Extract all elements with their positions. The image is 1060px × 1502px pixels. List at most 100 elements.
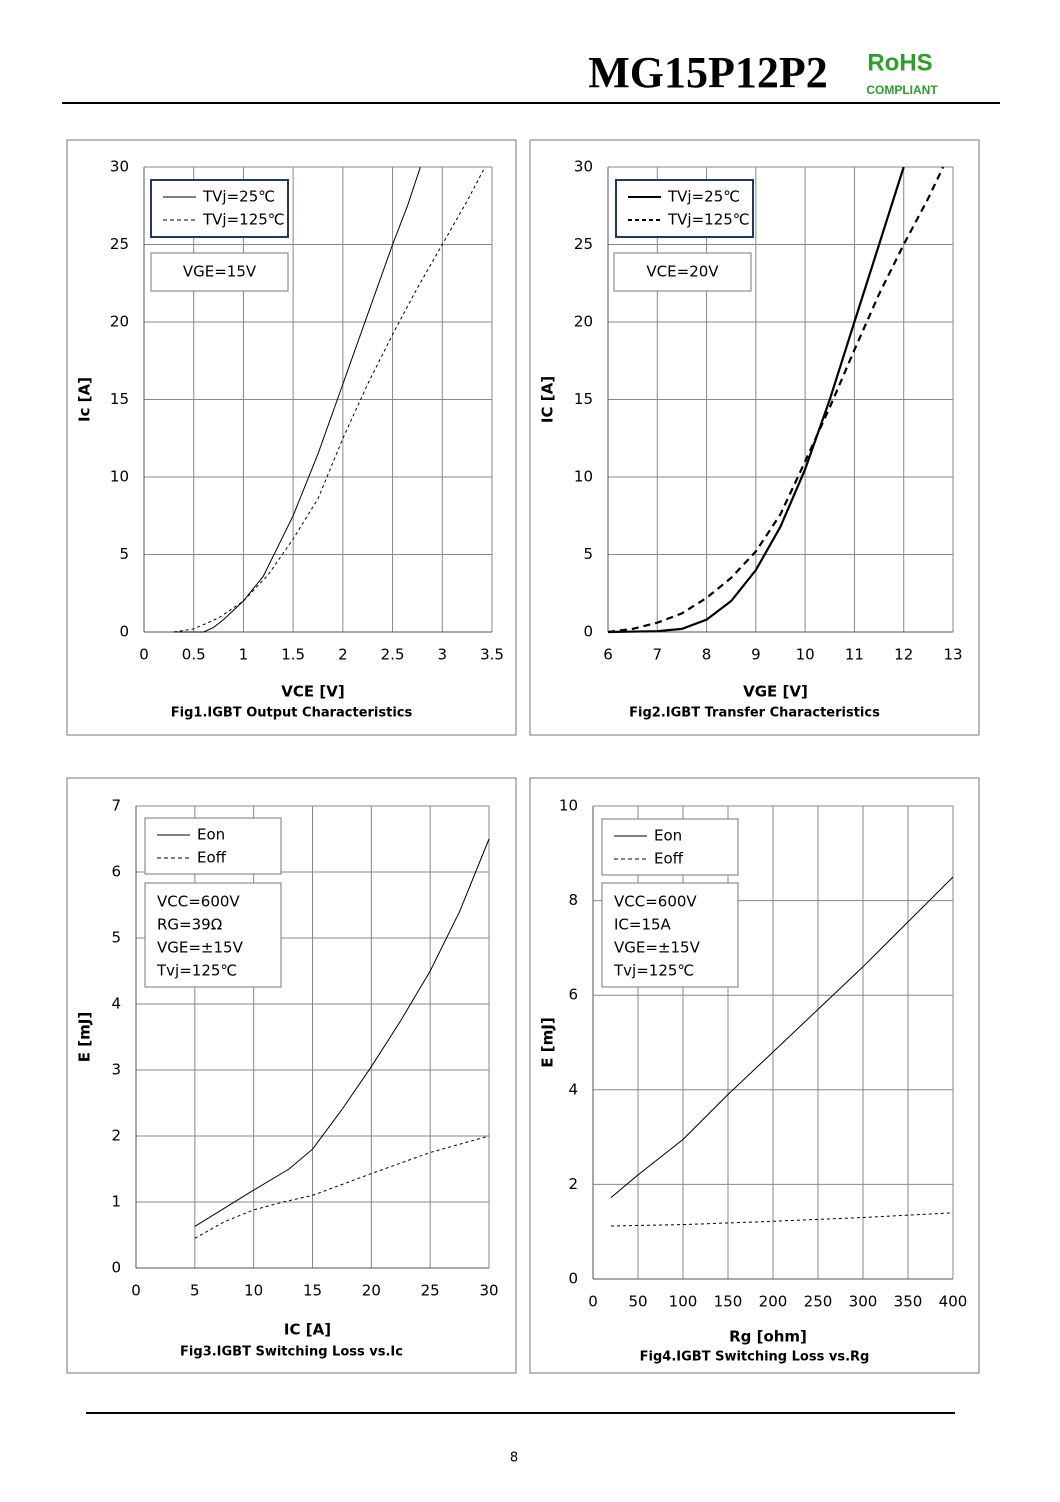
x-tick-label: 200 xyxy=(759,1293,788,1311)
y-tick-label: 5 xyxy=(119,545,129,563)
legend-label: TVj=125℃ xyxy=(202,211,285,229)
y-tick-label: 25 xyxy=(574,235,593,253)
page-number: 8 xyxy=(510,1451,518,1466)
y-tick-label: 0 xyxy=(583,623,593,641)
annotation: RG=39Ω xyxy=(157,916,222,934)
y-tick-label: 5 xyxy=(583,545,593,563)
y-tick-label: 25 xyxy=(110,235,129,253)
legend-box xyxy=(615,179,754,238)
y-tick-label: 6 xyxy=(111,863,121,881)
annotation: VCC=600V xyxy=(157,893,240,911)
x-tick-label: 13 xyxy=(943,646,962,664)
chart-caption: Fig4.IGBT Switching Loss vs.Rg xyxy=(640,1350,870,1365)
x-tick-label: 0.5 xyxy=(182,646,206,664)
y-tick-label: 0 xyxy=(568,1270,578,1288)
y-tick-label: 4 xyxy=(111,995,121,1013)
chart-caption: Fig2.IGBT Transfer Characteristics xyxy=(629,706,880,721)
x-tick-label: 10 xyxy=(796,646,815,664)
y-tick-label: 10 xyxy=(110,468,129,486)
x-tick-label: 3 xyxy=(438,646,448,664)
y-tick-label: 30 xyxy=(110,158,129,176)
y-tick-label: 10 xyxy=(559,797,578,815)
x-tick-label: 300 xyxy=(849,1293,878,1311)
annotation: VCC=600V xyxy=(614,893,697,911)
x-tick-label: 2.5 xyxy=(381,646,405,664)
x-tick-label: 6 xyxy=(603,646,613,664)
chart-caption: Fig3.IGBT Switching Loss vs.Ic xyxy=(180,1345,403,1360)
data-line xyxy=(173,166,421,633)
y-tick-label: 2 xyxy=(111,1127,121,1145)
y-tick-label: 30 xyxy=(574,158,593,176)
annotation: VGE=±15V xyxy=(157,939,244,957)
x-tick-label: 3.5 xyxy=(480,646,504,664)
x-tick-label: 7 xyxy=(653,646,663,664)
x-tick-label: 5 xyxy=(190,1282,200,1300)
chart-caption: Fig1.IGBT Output Characteristics xyxy=(171,706,413,721)
y-tick-label: 2 xyxy=(568,1175,578,1193)
x-axis-label: VCE [V] xyxy=(281,683,344,701)
chart-frame xyxy=(529,777,980,1374)
doc-title: MG15P12P2 xyxy=(588,48,828,97)
x-tick-label: 350 xyxy=(894,1293,923,1311)
annotation-box xyxy=(150,252,289,292)
annotation-box xyxy=(601,882,739,988)
y-axis-label: E [mJ] xyxy=(539,1017,557,1067)
annotation: Tvj=125℃ xyxy=(613,962,694,980)
x-tick-label: 150 xyxy=(714,1293,743,1311)
x-tick-label: 20 xyxy=(362,1282,381,1300)
y-tick-label: 5 xyxy=(111,929,121,947)
data-line xyxy=(610,876,954,1198)
annotation-box xyxy=(144,882,282,988)
data-line xyxy=(607,166,945,634)
x-tick-label: 100 xyxy=(669,1293,698,1311)
x-tick-label: 8 xyxy=(702,646,712,664)
x-tick-label: 1.5 xyxy=(281,646,305,664)
y-axis-label: Ic [A] xyxy=(76,377,94,422)
chart-frame xyxy=(66,777,517,1374)
data-line xyxy=(194,838,490,1227)
legend-box xyxy=(144,817,282,875)
annotation: IC=15A xyxy=(614,916,672,934)
legend-label: Eon xyxy=(654,827,682,845)
annotation-box xyxy=(613,252,752,292)
legend-box xyxy=(150,179,289,238)
y-tick-label: 20 xyxy=(574,313,593,331)
x-tick-label: 9 xyxy=(751,646,761,664)
data-line xyxy=(194,1135,490,1239)
x-tick-label: 400 xyxy=(939,1293,968,1311)
legend-box xyxy=(601,818,739,876)
y-tick-label: 7 xyxy=(111,797,121,815)
x-axis-label: IC [A] xyxy=(284,1321,331,1339)
annotation: VCE=20V xyxy=(646,263,719,281)
annotation: Tvj=125℃ xyxy=(156,962,237,980)
x-axis-label: Rg [ohm] xyxy=(729,1328,807,1346)
y-tick-label: 0 xyxy=(111,1259,121,1277)
y-axis-label: E [mJ] xyxy=(76,1012,94,1062)
y-tick-label: 8 xyxy=(568,891,578,909)
y-tick-label: 10 xyxy=(574,468,593,486)
x-tick-label: 10 xyxy=(244,1282,263,1300)
annotation: VGE=±15V xyxy=(614,939,701,957)
y-tick-label: 20 xyxy=(110,313,129,331)
y-tick-label: 0 xyxy=(119,623,129,641)
legend-label: Eoff xyxy=(654,850,684,868)
x-tick-label: 0 xyxy=(588,1293,598,1311)
y-tick-label: 3 xyxy=(111,1061,121,1079)
y-tick-label: 15 xyxy=(574,390,593,408)
chart-frame xyxy=(66,139,517,736)
x-axis-label: VGE [V] xyxy=(743,683,808,701)
legend-label: TVj=125℃ xyxy=(667,211,750,229)
annotation: VGE=15V xyxy=(183,263,257,281)
x-tick-label: 12 xyxy=(894,646,913,664)
legend-label: Eoff xyxy=(197,849,227,867)
x-tick-label: 50 xyxy=(628,1293,647,1311)
x-tick-label: 1 xyxy=(239,646,249,664)
legend-label: TVj=25℃ xyxy=(202,188,275,206)
y-axis-label: IC [A] xyxy=(539,376,557,423)
data-line xyxy=(607,166,905,634)
rohs: RoHS xyxy=(867,49,932,76)
x-tick-label: 15 xyxy=(303,1282,322,1300)
y-tick-label: 15 xyxy=(110,390,129,408)
x-tick-label: 0 xyxy=(139,646,149,664)
